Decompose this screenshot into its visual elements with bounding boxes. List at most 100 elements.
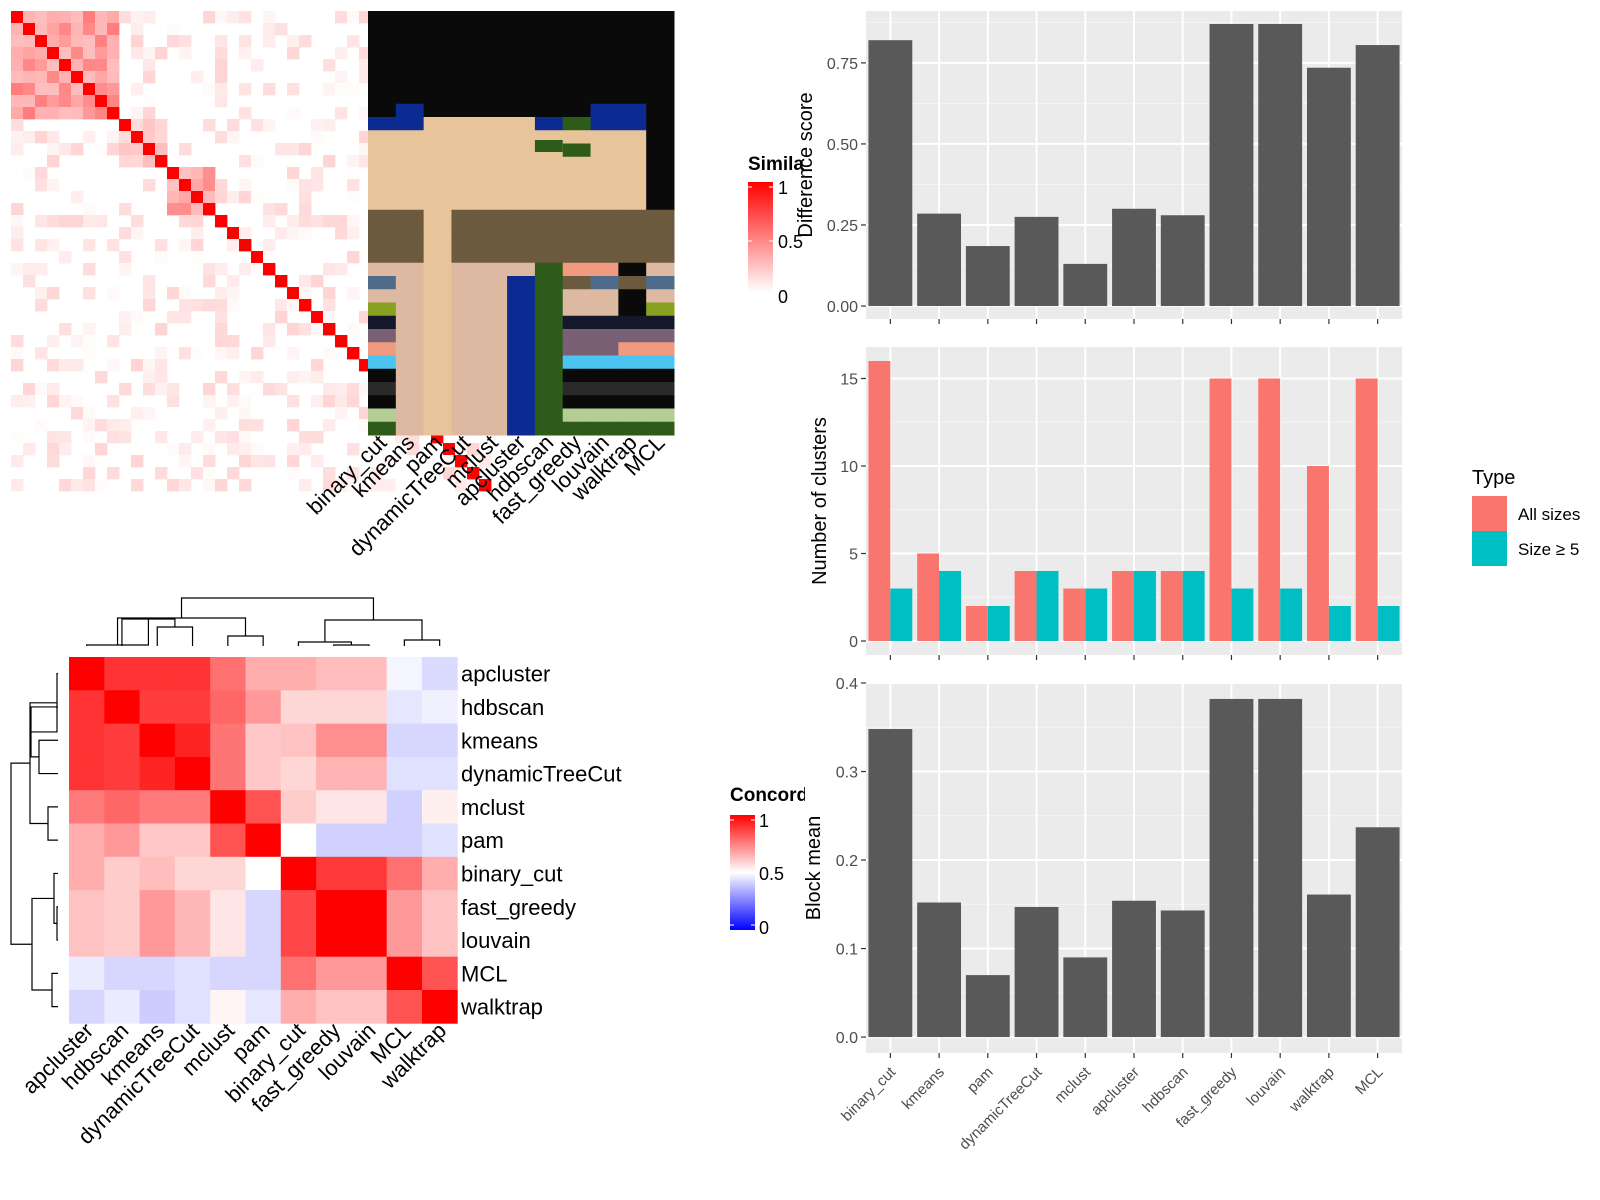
assignment-cell (451, 302, 480, 317)
similarity-cell (251, 59, 264, 72)
assignment-cell (423, 421, 452, 436)
similarity-cell (47, 215, 60, 228)
assignment-cell (423, 37, 452, 52)
similarity-cell (11, 239, 24, 252)
similarity-cell (131, 131, 144, 144)
similarity-cell (107, 59, 120, 72)
assignment-cell (507, 262, 536, 277)
bar (1112, 208, 1156, 307)
concordance-cell (316, 856, 352, 891)
assignment-cell (507, 315, 536, 330)
similarity-cell (311, 119, 324, 132)
assignment-cell (368, 183, 397, 197)
assignment-cell (590, 90, 619, 105)
similarity-legend: Similarity 1 0.5 0 (748, 154, 805, 307)
y-tick-label: 0.50 (827, 137, 858, 154)
assignment-cell (395, 90, 425, 105)
bar-size-5 (1134, 571, 1156, 641)
assignment-cell (562, 130, 592, 144)
similarity-cell (311, 215, 324, 228)
bar-size-5 (1085, 588, 1108, 641)
similarity-cell (167, 311, 180, 324)
concordance-row-label: apcluster (461, 662, 550, 687)
similarity-cell (239, 395, 252, 408)
assignment-cell (368, 143, 397, 158)
assignment-cell (618, 262, 647, 277)
similarity-cell (143, 71, 156, 84)
concordance-cell (104, 657, 140, 691)
similarity-cell (143, 299, 156, 312)
assignment-cell (618, 90, 647, 105)
assignment-cell (423, 50, 452, 65)
bar (1160, 215, 1205, 307)
assignment-cell (562, 156, 592, 171)
similarity-cell (227, 287, 240, 300)
similarity-cell (263, 251, 276, 264)
concordance-cell (210, 690, 246, 724)
assignment-cell (451, 408, 480, 423)
similarity-cell (35, 383, 48, 396)
assignment-cell (646, 77, 675, 91)
assignment-cell (618, 103, 647, 118)
assignment-cell (646, 408, 675, 423)
assignment-cell (646, 223, 675, 237)
assignment-cell (368, 209, 397, 224)
concordance-cell (386, 756, 423, 791)
similarity-legend-bar (748, 182, 773, 292)
similarity-cell (191, 203, 204, 216)
similarity-cell (11, 395, 24, 408)
assignment-cell (479, 103, 508, 118)
assignment-cell (451, 289, 480, 303)
bar-all-sizes (1209, 378, 1232, 641)
assignment-cell (507, 130, 536, 144)
similarity-cell (47, 287, 60, 300)
bar (1306, 67, 1351, 307)
assignment-cell (590, 103, 619, 118)
similarity-cell (119, 155, 132, 168)
similarity-cell (215, 287, 228, 300)
assignment-cell (646, 37, 675, 52)
similarity-cell (335, 263, 348, 276)
similarity-cell (35, 11, 48, 24)
assignment-cell (618, 209, 647, 224)
similarity-cell (11, 431, 24, 444)
similarity-cell (35, 131, 48, 144)
similarity-cell (239, 107, 252, 120)
assignment-cell (590, 209, 619, 224)
concordance-cell (104, 723, 140, 758)
similarity-cell (347, 395, 360, 408)
y-axis-label: Difference score (795, 92, 817, 237)
similarity-cell (107, 107, 120, 120)
similarity-cell (155, 383, 168, 396)
concordance-row-label: MCL (461, 961, 507, 986)
concordance-legend-tick-0.5: 0.5 (759, 864, 784, 884)
concordance-cell (386, 856, 423, 891)
similarity-cell (203, 419, 216, 432)
similarity-cell (71, 479, 84, 492)
concordance-cell (174, 823, 211, 858)
similarity-cell (143, 11, 156, 24)
assignment-cell (534, 196, 564, 211)
similarity-cell (119, 11, 132, 24)
similarity-cell (203, 455, 216, 468)
similarity-cell (95, 107, 108, 120)
assignment-cell (618, 117, 647, 131)
assignment-cell (451, 382, 480, 396)
assignment-cell (534, 11, 564, 25)
assignment-cell (562, 103, 592, 118)
similarity-cell (59, 107, 72, 120)
similarity-cell (191, 251, 204, 264)
similarity-cell (143, 371, 156, 384)
similarity-cell (11, 143, 24, 156)
similarity-cell (35, 299, 48, 312)
similarity-cell (239, 227, 252, 240)
similarity-cell (23, 167, 36, 180)
type-legend: Type All sizes Size ≥ 5 (1472, 467, 1580, 566)
similarity-cell (47, 179, 60, 192)
similarity-cell (71, 395, 84, 408)
assignment-cell (646, 395, 675, 409)
similarity-cell (191, 191, 204, 204)
similarity-cell (179, 191, 192, 204)
assignment-cell (479, 249, 508, 264)
assignment-cell (423, 289, 452, 303)
